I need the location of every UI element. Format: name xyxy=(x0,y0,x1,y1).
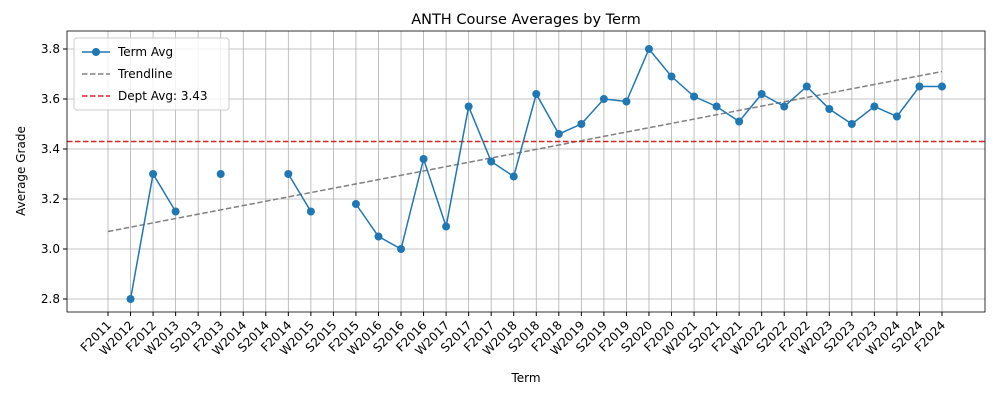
data-point xyxy=(690,92,699,101)
data-point xyxy=(599,95,608,103)
legend-box xyxy=(73,37,230,111)
data-point xyxy=(847,120,856,128)
data-point xyxy=(554,130,563,138)
data-point xyxy=(216,170,225,178)
y-tick-label: 3.0 xyxy=(41,242,60,256)
data-point xyxy=(351,200,360,208)
y-tick-label: 3.4 xyxy=(41,142,60,156)
legend-label: Dept Avg: 3.43 xyxy=(118,89,208,103)
legend-label: Trendline xyxy=(117,67,173,81)
data-point xyxy=(171,207,180,216)
data-point xyxy=(397,245,406,253)
legend-label: Term Avg xyxy=(117,45,173,59)
data-point xyxy=(509,172,518,181)
data-point xyxy=(374,232,383,241)
data-point xyxy=(915,82,924,91)
y-axis-label: Average Grade xyxy=(14,126,28,216)
chart-title: ANTH Course Averages by Term xyxy=(411,12,641,28)
plot-frame xyxy=(66,30,986,313)
data-point xyxy=(644,45,653,53)
data-point xyxy=(284,170,293,178)
data-point xyxy=(712,102,721,111)
data-point xyxy=(757,90,766,98)
y-tick-label: 3.2 xyxy=(41,192,60,206)
data-point xyxy=(938,82,946,91)
data-point xyxy=(667,72,676,81)
data-point xyxy=(442,222,451,231)
legend-marker xyxy=(92,48,100,56)
data-point xyxy=(622,97,631,106)
data-point xyxy=(419,155,428,163)
data-point xyxy=(532,90,541,98)
data-point xyxy=(735,117,744,126)
data-point xyxy=(802,82,811,91)
y-tick-label: 3.6 xyxy=(41,92,60,106)
data-point xyxy=(126,295,135,303)
data-point xyxy=(464,102,473,111)
data-point xyxy=(149,170,158,178)
data-point xyxy=(577,120,586,128)
data-point xyxy=(487,157,496,166)
data-point xyxy=(306,207,315,216)
x-axis-label: Term xyxy=(510,371,540,385)
data-point xyxy=(825,105,834,113)
data-point xyxy=(892,112,901,121)
y-tick-label: 2.8 xyxy=(41,292,60,306)
data-point xyxy=(870,102,879,111)
data-point xyxy=(780,102,789,111)
trendline xyxy=(107,70,943,233)
y-tick-label: 3.8 xyxy=(41,42,60,56)
